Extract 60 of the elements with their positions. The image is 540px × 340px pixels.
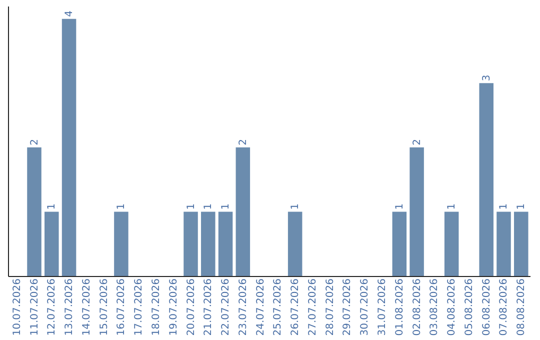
x-tick-label: 10.07.2026 — [12, 278, 23, 336]
bar — [201, 212, 216, 276]
x-tick-label: 30.07.2026 — [360, 278, 371, 336]
bar — [27, 147, 42, 276]
bar — [218, 212, 233, 276]
x-tick-label: 18.07.2026 — [150, 278, 162, 336]
x-tick-label: 26.07.2026 — [290, 278, 302, 336]
bar — [62, 18, 76, 276]
data-label: 2 — [29, 139, 40, 146]
data-label: 4 — [64, 10, 76, 17]
bar — [479, 83, 494, 276]
x-tick-label: 27.07.2026 — [307, 278, 318, 336]
x-tick-label: 03.08.2026 — [429, 278, 440, 336]
bar — [392, 212, 407, 276]
x-tick-label: 29.07.2026 — [342, 278, 354, 336]
x-tick-label: 05.08.2026 — [464, 278, 475, 336]
x-tick-label: 31.07.2026 — [377, 278, 388, 336]
x-tick-label: 17.07.2026 — [134, 278, 145, 336]
bar — [114, 212, 128, 276]
data-label: 1 — [394, 203, 406, 210]
x-tick-label: 16.07.2026 — [116, 278, 128, 336]
bar — [496, 212, 511, 276]
x-tick-label: 04.08.2026 — [446, 278, 458, 336]
data-label: 2 — [412, 139, 423, 146]
x-tick-label: 25.07.2026 — [272, 278, 284, 336]
x-tick-label: 08.08.2026 — [516, 278, 528, 336]
x-tick-label: 20.07.2026 — [186, 278, 197, 336]
data-label: 1 — [446, 203, 458, 210]
bar — [444, 212, 459, 276]
bar — [44, 212, 59, 276]
bar — [514, 212, 528, 276]
x-tick-label: 06.08.2026 — [481, 278, 492, 336]
bar — [236, 147, 250, 276]
data-label: 1 — [220, 203, 232, 210]
x-tick-label: 02.08.2026 — [412, 278, 423, 336]
x-tick-label: 19.07.2026 — [168, 278, 180, 336]
x-tick-label: 01.08.2026 — [394, 278, 406, 336]
x-tick-label: 24.07.2026 — [255, 278, 266, 336]
data-label: 1 — [116, 203, 128, 210]
x-tick-label: 11.07.2026 — [29, 278, 40, 336]
x-tick-label: 13.07.2026 — [64, 278, 76, 336]
x-tick-label: 23.07.2026 — [238, 278, 249, 336]
bar — [410, 147, 424, 276]
x-tick-label: 22.07.2026 — [220, 278, 232, 336]
x-tick-label: 07.08.2026 — [498, 278, 510, 336]
data-label: 2 — [238, 139, 249, 146]
x-tick-label: 12.07.2026 — [46, 278, 58, 336]
data-label: 1 — [516, 203, 528, 210]
x-tick-label: 14.07.2026 — [81, 278, 92, 336]
data-label: 1 — [46, 203, 58, 210]
data-label: 1 — [203, 203, 214, 210]
x-tick-label: 15.07.2026 — [98, 278, 110, 336]
x-tick-label: 21.07.2026 — [203, 278, 214, 336]
data-label: 1 — [498, 203, 510, 210]
bar — [184, 212, 198, 276]
data-label: 1 — [186, 203, 197, 210]
bar — [288, 212, 302, 276]
data-label: 3 — [481, 74, 492, 82]
data-label: 1 — [290, 203, 302, 210]
x-tick-label: 28.07.2026 — [324, 278, 336, 336]
